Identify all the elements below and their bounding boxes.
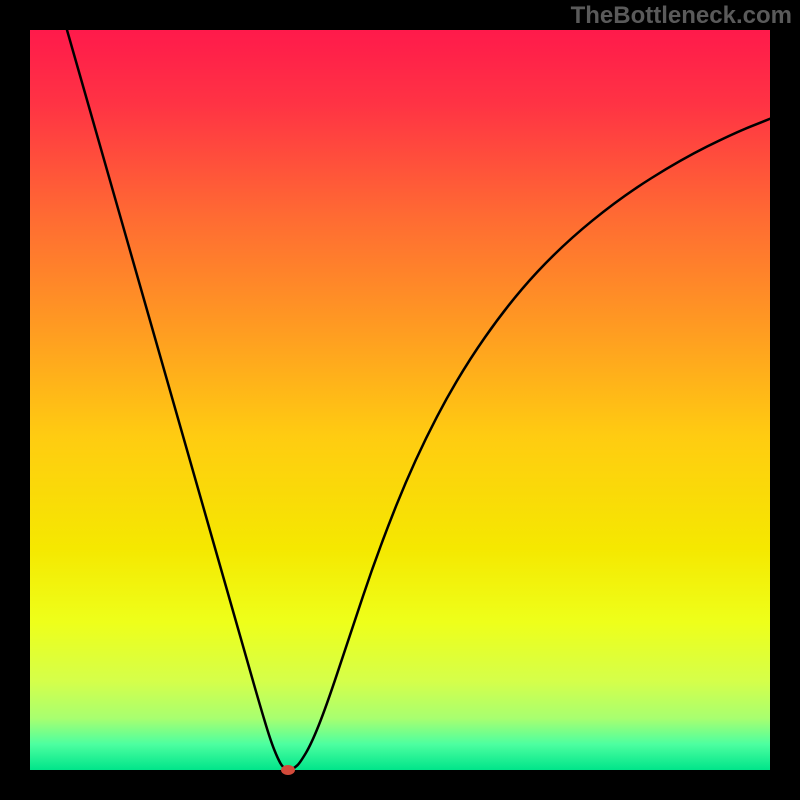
plot-area	[30, 30, 770, 770]
optimum-marker	[281, 765, 295, 775]
chart-container: TheBottleneck.com	[0, 0, 800, 800]
curve-layer	[30, 30, 770, 770]
v-curve-path	[67, 30, 770, 769]
watermark-text: TheBottleneck.com	[571, 2, 792, 30]
